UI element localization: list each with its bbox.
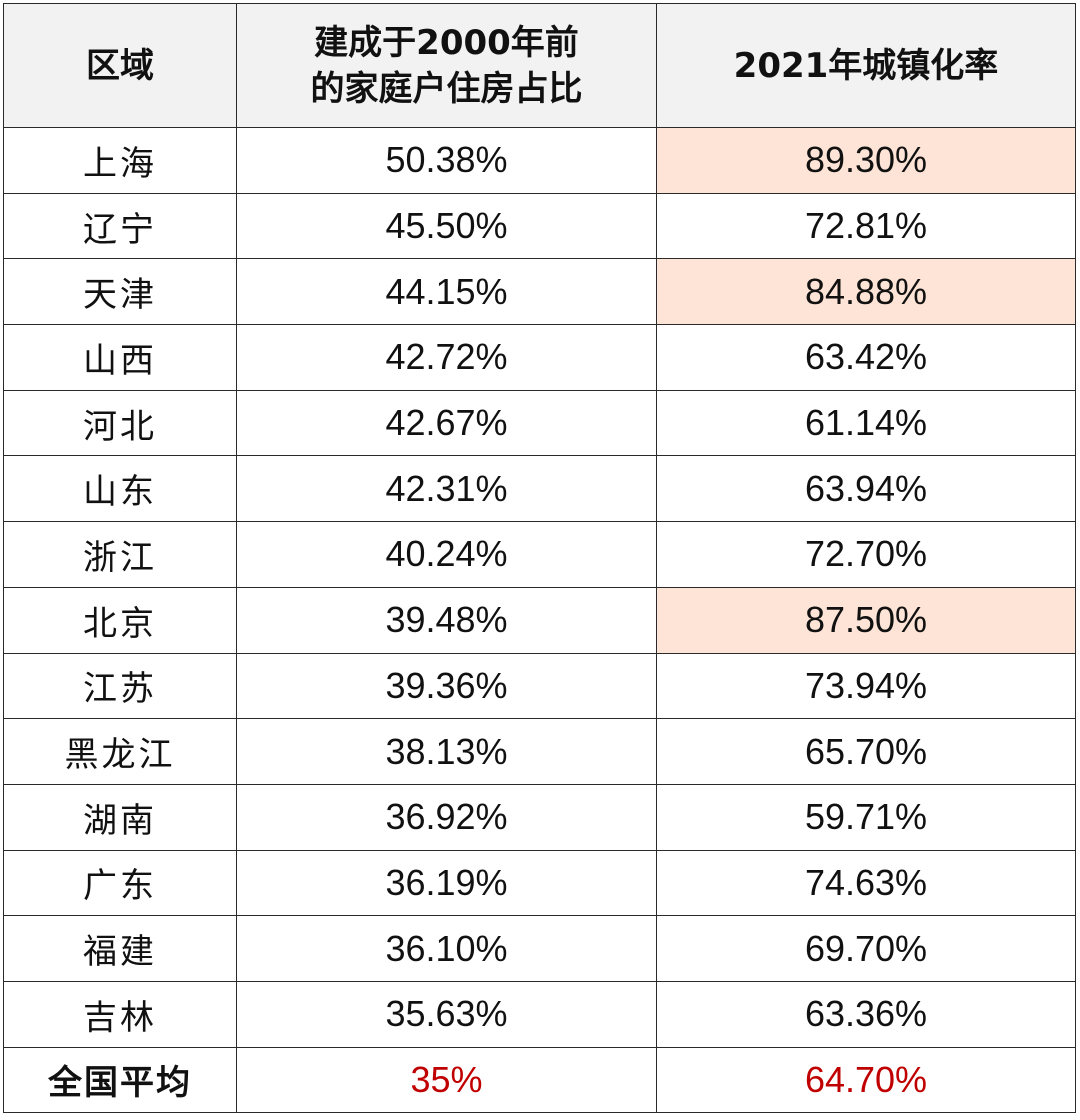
urbanization-rate-cell: 87.50% <box>656 586 1076 654</box>
table-row: 河北 42.67% 61.14% <box>3 389 1076 457</box>
urbanization-rate-cell: 72.70% <box>656 521 1076 588</box>
urbanization-rate-cell: 63.94% <box>656 455 1076 523</box>
pre2000-share-cell: 36.19% <box>236 849 657 917</box>
table-row: 上海 50.38% 89.30% <box>3 127 1076 194</box>
national-average-row: 全国平均 35% 64.70% <box>3 1046 1076 1114</box>
urbanization-rate-cell: 65.70% <box>656 718 1076 785</box>
pre2000-share-cell: 36.10% <box>236 915 657 982</box>
pre2000-share-cell: 35.63% <box>236 980 657 1048</box>
header-urbanization-rate: 2021年城镇化率 <box>656 3 1076 128</box>
urbanization-rate-cell: 89.30% <box>656 127 1076 194</box>
pre2000-share-cell: 42.31% <box>236 455 657 523</box>
table-container: 区域 建成于2000年前 的家庭户住房占比 2021年城镇化率 上海 50.38%… <box>3 3 1076 1114</box>
table-row: 天津 44.15% 84.88% <box>3 258 1076 326</box>
region-cell: 福建 <box>3 915 237 982</box>
header-pre2000-share: 建成于2000年前 的家庭户住房占比 <box>236 3 657 128</box>
table-row: 北京 39.48% 87.50% <box>3 586 1076 654</box>
pre2000-share-cell: 42.67% <box>236 389 657 457</box>
urbanization-rate-cell: 74.63% <box>656 849 1076 917</box>
table-row: 山西 42.72% 63.42% <box>3 324 1076 391</box>
urbanization-rate-cell: 63.36% <box>656 980 1076 1048</box>
header-pre2000-line1: 建成于2000年前 <box>314 22 579 63</box>
table-row: 吉林 35.63% 63.36% <box>3 980 1076 1048</box>
region-cell: 浙江 <box>3 521 237 588</box>
table-row: 山东 42.31% 63.94% <box>3 455 1076 523</box>
urbanization-rate-cell: 72.81% <box>656 192 1076 260</box>
pre2000-share-cell: 36.92% <box>236 783 657 851</box>
pre2000-share-cell: 45.50% <box>236 192 657 260</box>
urbanization-rate-cell: 84.88% <box>656 258 1076 326</box>
table-row: 辽宁 45.50% 72.81% <box>3 192 1076 260</box>
region-cell: 山东 <box>3 455 237 523</box>
table-row: 黑龙江 38.13% 65.70% <box>3 718 1076 785</box>
table-row: 浙江 40.24% 72.70% <box>3 521 1076 588</box>
region-cell: 山西 <box>3 324 237 391</box>
region-cell: 湖南 <box>3 783 237 851</box>
urbanization-rate-cell: 63.42% <box>656 324 1076 391</box>
header-row: 区域 建成于2000年前 的家庭户住房占比 2021年城镇化率 <box>3 3 1076 128</box>
region-cell: 黑龙江 <box>3 718 237 785</box>
header-region: 区域 <box>3 3 237 128</box>
region-cell: 天津 <box>3 258 237 326</box>
region-cell: 江苏 <box>3 652 237 720</box>
region-cell: 广东 <box>3 849 237 917</box>
housing-urbanization-table: 区域 建成于2000年前 的家庭户住房占比 2021年城镇化率 上海 50.38%… <box>3 3 1076 1114</box>
urbanization-rate-cell: 61.14% <box>656 389 1076 457</box>
pre2000-share-cell: 42.72% <box>236 324 657 391</box>
table-row: 福建 36.10% 69.70% <box>3 915 1076 982</box>
table-row: 湖南 36.92% 59.71% <box>3 783 1076 851</box>
pre2000-share-cell: 39.36% <box>236 652 657 720</box>
region-cell: 辽宁 <box>3 192 237 260</box>
pre2000-share-cell: 35% <box>236 1046 657 1114</box>
pre2000-share-cell: 40.24% <box>236 521 657 588</box>
urbanization-rate-cell: 64.70% <box>656 1046 1076 1114</box>
urbanization-rate-cell: 73.94% <box>656 652 1076 720</box>
pre2000-share-cell: 44.15% <box>236 258 657 326</box>
pre2000-share-cell: 50.38% <box>236 127 657 194</box>
region-cell: 北京 <box>3 586 237 654</box>
urbanization-rate-cell: 69.70% <box>656 915 1076 982</box>
pre2000-share-cell: 38.13% <box>236 718 657 785</box>
table-row: 广东 36.19% 74.63% <box>3 849 1076 917</box>
table-row: 江苏 39.36% 73.94% <box>3 652 1076 720</box>
pre2000-share-cell: 39.48% <box>236 586 657 654</box>
region-cell: 吉林 <box>3 980 237 1048</box>
header-pre2000-line2: 的家庭户住房占比 <box>310 68 583 109</box>
table-body: 上海 50.38% 89.30% 辽宁 45.50% 72.81% 天津 44.15% 84.8… <box>3 127 1076 1114</box>
table-header: 区域 建成于2000年前 的家庭户住房占比 2021年城镇化率 <box>3 3 1076 128</box>
region-cell: 上海 <box>3 127 237 194</box>
region-cell: 河北 <box>3 389 237 457</box>
urbanization-rate-cell: 59.71% <box>656 783 1076 851</box>
region-cell: 全国平均 <box>3 1046 237 1114</box>
